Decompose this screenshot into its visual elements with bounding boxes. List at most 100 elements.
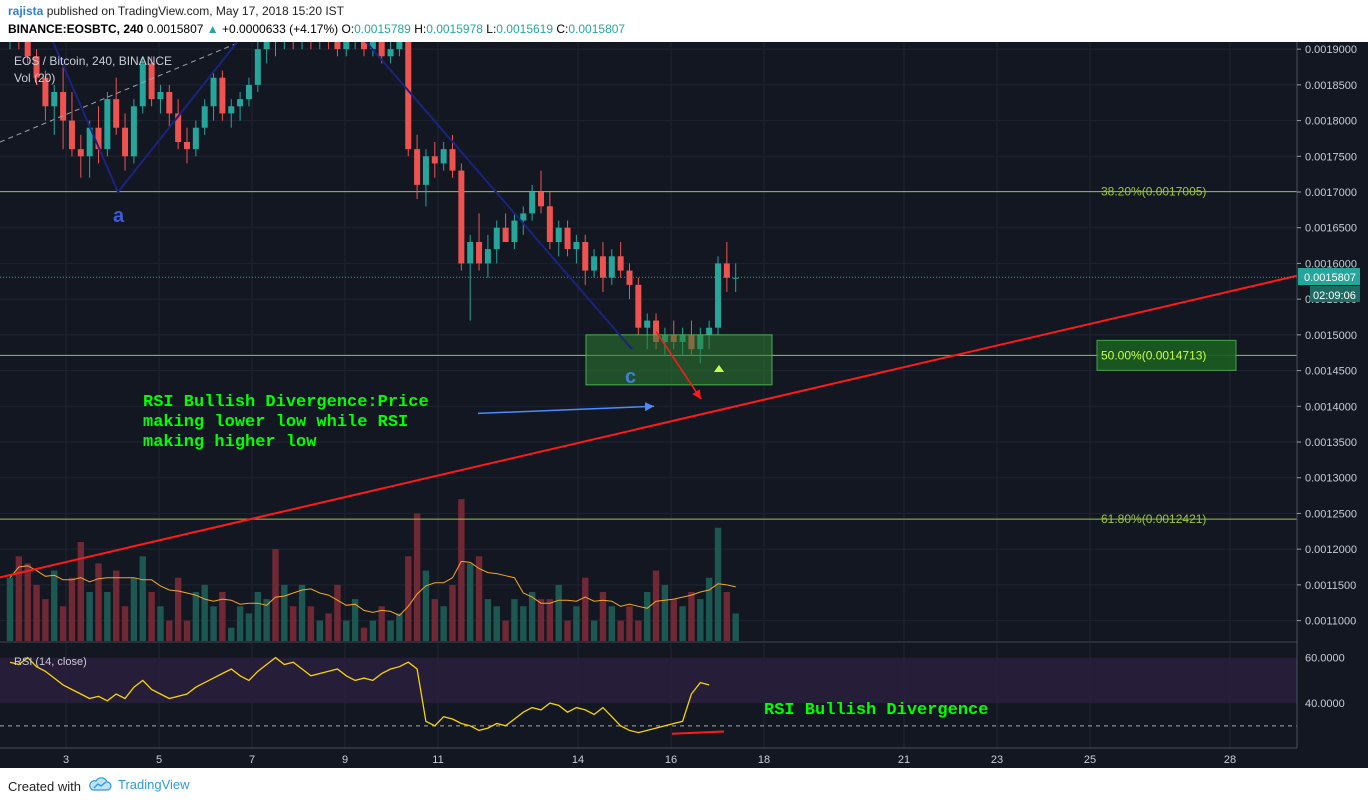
last-price-tag-bg [1298, 268, 1360, 285]
created-with-label: Created with [8, 779, 81, 794]
candle-body [715, 263, 721, 328]
candle-body [130, 106, 137, 157]
volume-bar [608, 606, 615, 642]
candle-body [644, 320, 651, 328]
volume-bar [582, 577, 589, 642]
channel-dashed-line [0, 41, 241, 143]
candle-body [723, 263, 730, 278]
time-scale-bg [0, 748, 1368, 768]
candle-body [626, 270, 633, 285]
volume-bar [723, 592, 731, 642]
price-tick-label: 0.0014000 [1305, 401, 1357, 413]
time-tick-label: 9 [342, 754, 348, 766]
volume-bar [228, 627, 235, 642]
tradingview-link[interactable]: TradingView [88, 776, 190, 792]
volume-bar [148, 592, 155, 642]
candle-body [467, 242, 474, 264]
volume-bar [77, 542, 84, 642]
candle-body [254, 49, 261, 85]
price-tick-label: 0.0015000 [1305, 330, 1357, 342]
volume-bar [458, 499, 465, 642]
wave-c-line [359, 34, 633, 350]
low-label: L: [486, 22, 497, 36]
volume-bar [201, 584, 208, 642]
volume-bar [59, 606, 67, 642]
axes: 0.0019000 0.0018500 0.0018000 0.0017500 0.00… [0, 42, 1368, 768]
chart-title: EOS / Bitcoin, 240, BINANCE [14, 54, 172, 68]
publish-info: published on TradingView.com, May 17, 20… [46, 4, 345, 18]
volume-bar [484, 599, 492, 642]
volume-bar [263, 599, 270, 642]
time-tick-label: 5 [156, 754, 162, 766]
rsi-higher-low-line [671, 730, 725, 735]
volume-bar [42, 599, 49, 642]
candle-body [582, 242, 589, 271]
price-tick-label: 0.0013500 [1305, 437, 1357, 449]
volume-bar [714, 527, 722, 642]
author-link[interactable]: rajista [8, 4, 44, 18]
candle-body [555, 227, 562, 242]
tradingview-cloud-icon [89, 777, 112, 791]
rsi-band [0, 657, 1297, 704]
note-pointer-arrow [477, 402, 655, 415]
candle-body [166, 92, 173, 114]
volume-bar [121, 606, 129, 642]
volume-bar [86, 592, 93, 642]
symbol-label: BINANCE:EOSBTC, 240 [8, 22, 144, 36]
volume-bar [396, 613, 403, 642]
price-tick-label: 0.0018500 [1305, 80, 1357, 92]
open-value: 0.0015789 [354, 22, 411, 36]
price-scale-bg [1297, 42, 1368, 748]
candle-body [431, 156, 438, 164]
volume-bar [245, 613, 253, 642]
price-tick-label: 0.0016000 [1305, 258, 1357, 270]
candle-body [343, 42, 350, 50]
volume-bar [272, 549, 279, 642]
candle-body [396, 42, 403, 50]
price-tick-label: 0.0017500 [1305, 151, 1357, 163]
volume-bar [652, 570, 660, 642]
price-tick-label: 0.0013000 [1305, 473, 1357, 485]
candle-body [60, 92, 67, 121]
divergence-note-line-2: making lower low while RSI [143, 413, 408, 432]
candle-body [237, 99, 244, 107]
close-value: 0.0015807 [568, 22, 626, 36]
volume-bar [210, 606, 217, 642]
volume-bar [644, 592, 651, 642]
volume-bar [617, 620, 624, 642]
time-tick-label: 28 [1224, 754, 1236, 766]
chart-area[interactable]: 38.20%(0.0017005) 50.00%(0.0014713) 61.80%… [0, 27, 1368, 768]
candle-body [68, 120, 75, 150]
volume-bar [511, 599, 518, 642]
volume-bar [298, 584, 306, 642]
candle-body [538, 192, 544, 207]
volume-bar [590, 620, 598, 642]
low-value: 0.0015619 [496, 22, 554, 36]
volume-bar [174, 577, 182, 642]
change-value: +0.0000633 (+4.17%) [222, 22, 339, 36]
candle-body [440, 149, 447, 164]
triangle-up-icon: ▲ [206, 22, 219, 36]
volume-bar [360, 627, 368, 642]
footer: Created with TradingView [0, 770, 1368, 804]
volume-bar [254, 592, 261, 642]
volume-bar [493, 606, 500, 642]
drawings [0, 34, 1298, 579]
high-value: 0.0015978 [426, 22, 483, 36]
volume-bar [467, 563, 474, 642]
volume-bar [166, 620, 173, 642]
price-chart[interactable]: 38.20%(0.0017005) 50.00%(0.0014713) 61.80%… [0, 27, 1368, 768]
volume-bar [546, 599, 554, 642]
candle-body [175, 113, 182, 142]
volume-bar [343, 620, 350, 642]
candle-body [529, 192, 536, 214]
high-label: H: [414, 22, 427, 36]
volume-ma-line [9, 560, 736, 617]
candle-body [387, 49, 394, 57]
publish-line: rajista published on TradingView.com, Ma… [8, 4, 344, 18]
volume-bars [6, 499, 739, 642]
volume-bar [369, 620, 377, 642]
countdown-tag-bg [1310, 286, 1360, 302]
price-lower-low-arrow [655, 330, 702, 400]
candle-body [564, 227, 571, 250]
